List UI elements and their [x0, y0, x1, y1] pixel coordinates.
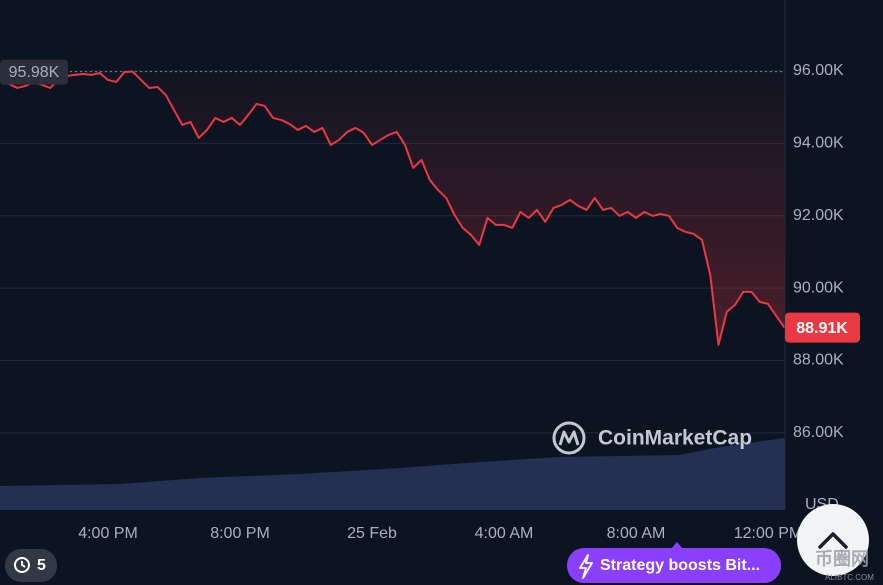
- watermark: CoinMarketCap: [598, 427, 752, 450]
- y-tick-label: 88.00K: [793, 352, 844, 369]
- y-tick-label: 92.00K: [793, 207, 844, 224]
- x-tick-label: 25 Feb: [347, 525, 397, 542]
- news-pill[interactable]: [567, 548, 781, 583]
- history-count: 5: [37, 557, 46, 574]
- scroll-top-icon: [818, 532, 848, 549]
- x-tick-label: 4:00 AM: [475, 525, 534, 542]
- x-tick-label: 12:00 PM: [734, 525, 802, 542]
- area-layer: [0, 71, 785, 345]
- y-tick-label: 90.00K: [793, 279, 844, 296]
- price-line: [0, 70, 786, 346]
- label-layer: 86.00K 88.00K 90.00K 92.00K 94.00K 96.00K 4:00…: [0, 59, 860, 542]
- y-tick-label: 96.00K: [793, 62, 844, 79]
- line-layer: [0, 70, 786, 346]
- history-badge[interactable]: [5, 549, 57, 582]
- reference-label: 95.98K: [9, 64, 60, 81]
- scroll-top-button[interactable]: [797, 504, 869, 576]
- y-tick-label: 86.00K: [793, 424, 844, 441]
- area: [0, 71, 785, 345]
- reference-badge: [0, 59, 68, 85]
- news-text: Strategy boosts Bit...: [600, 557, 760, 574]
- site-url: ALIBTC.COM: [825, 573, 874, 582]
- grid: [0, 70, 785, 434]
- last-price-badge: [785, 312, 860, 343]
- news-pointer: [671, 542, 683, 549]
- x-tick-label: 8:00 AM: [607, 525, 666, 542]
- site-watermark: 币圈网: [815, 549, 869, 569]
- x-tick-label: 8:00 PM: [210, 525, 270, 542]
- history-icon: [14, 557, 30, 573]
- watermark-logo: [552, 421, 586, 455]
- x-tick-label: 4:00 PM: [78, 525, 138, 542]
- last-price-label: 88.91K: [796, 320, 848, 337]
- y-tick-label: 94.00K: [793, 135, 844, 152]
- news-icon: [579, 554, 593, 579]
- volume-area: [0, 438, 785, 510]
